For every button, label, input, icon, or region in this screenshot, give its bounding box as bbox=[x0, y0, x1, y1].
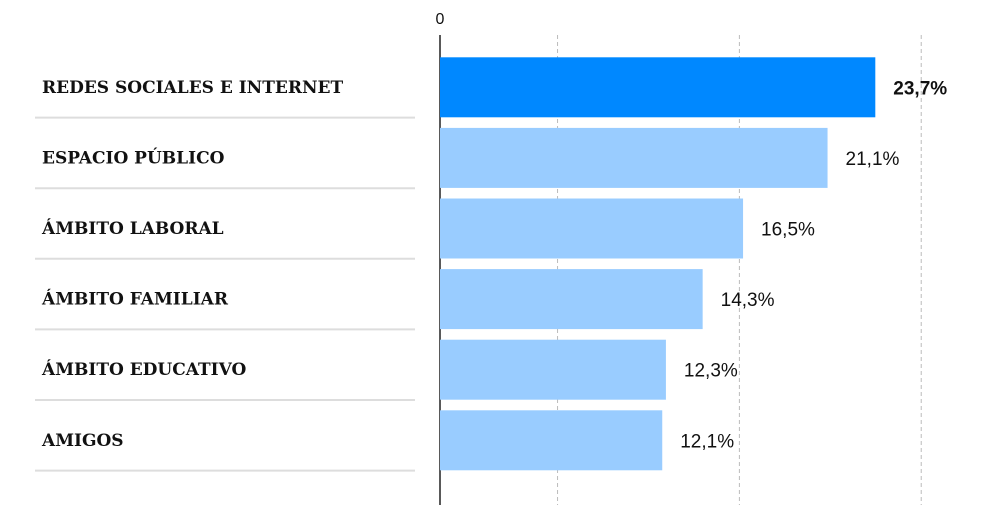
category-label: REDES SOCIALES E INTERNET bbox=[42, 78, 343, 98]
bar bbox=[440, 57, 876, 118]
bar bbox=[440, 269, 703, 330]
x-tick-label: 0 bbox=[436, 11, 445, 28]
bar bbox=[440, 127, 828, 188]
value-label: 21,1% bbox=[846, 149, 900, 170]
value-label: 16,5% bbox=[761, 220, 815, 241]
category-label: ÁMBITO EDUCATIVO bbox=[41, 359, 247, 380]
value-label: 23,7% bbox=[893, 78, 947, 99]
value-label: 14,3% bbox=[721, 290, 775, 311]
bar bbox=[440, 198, 744, 259]
category-label: ÁMBITO FAMILIAR bbox=[41, 289, 229, 310]
bar bbox=[440, 410, 663, 471]
value-label: 12,1% bbox=[680, 431, 734, 452]
category-label: ÁMBITO LABORAL bbox=[41, 218, 224, 239]
value-label: 12,3% bbox=[684, 361, 738, 382]
bar bbox=[440, 339, 666, 400]
category-label: AMIGOS bbox=[41, 431, 124, 451]
category-label: ESPACIO PÚBLICO bbox=[42, 147, 225, 168]
